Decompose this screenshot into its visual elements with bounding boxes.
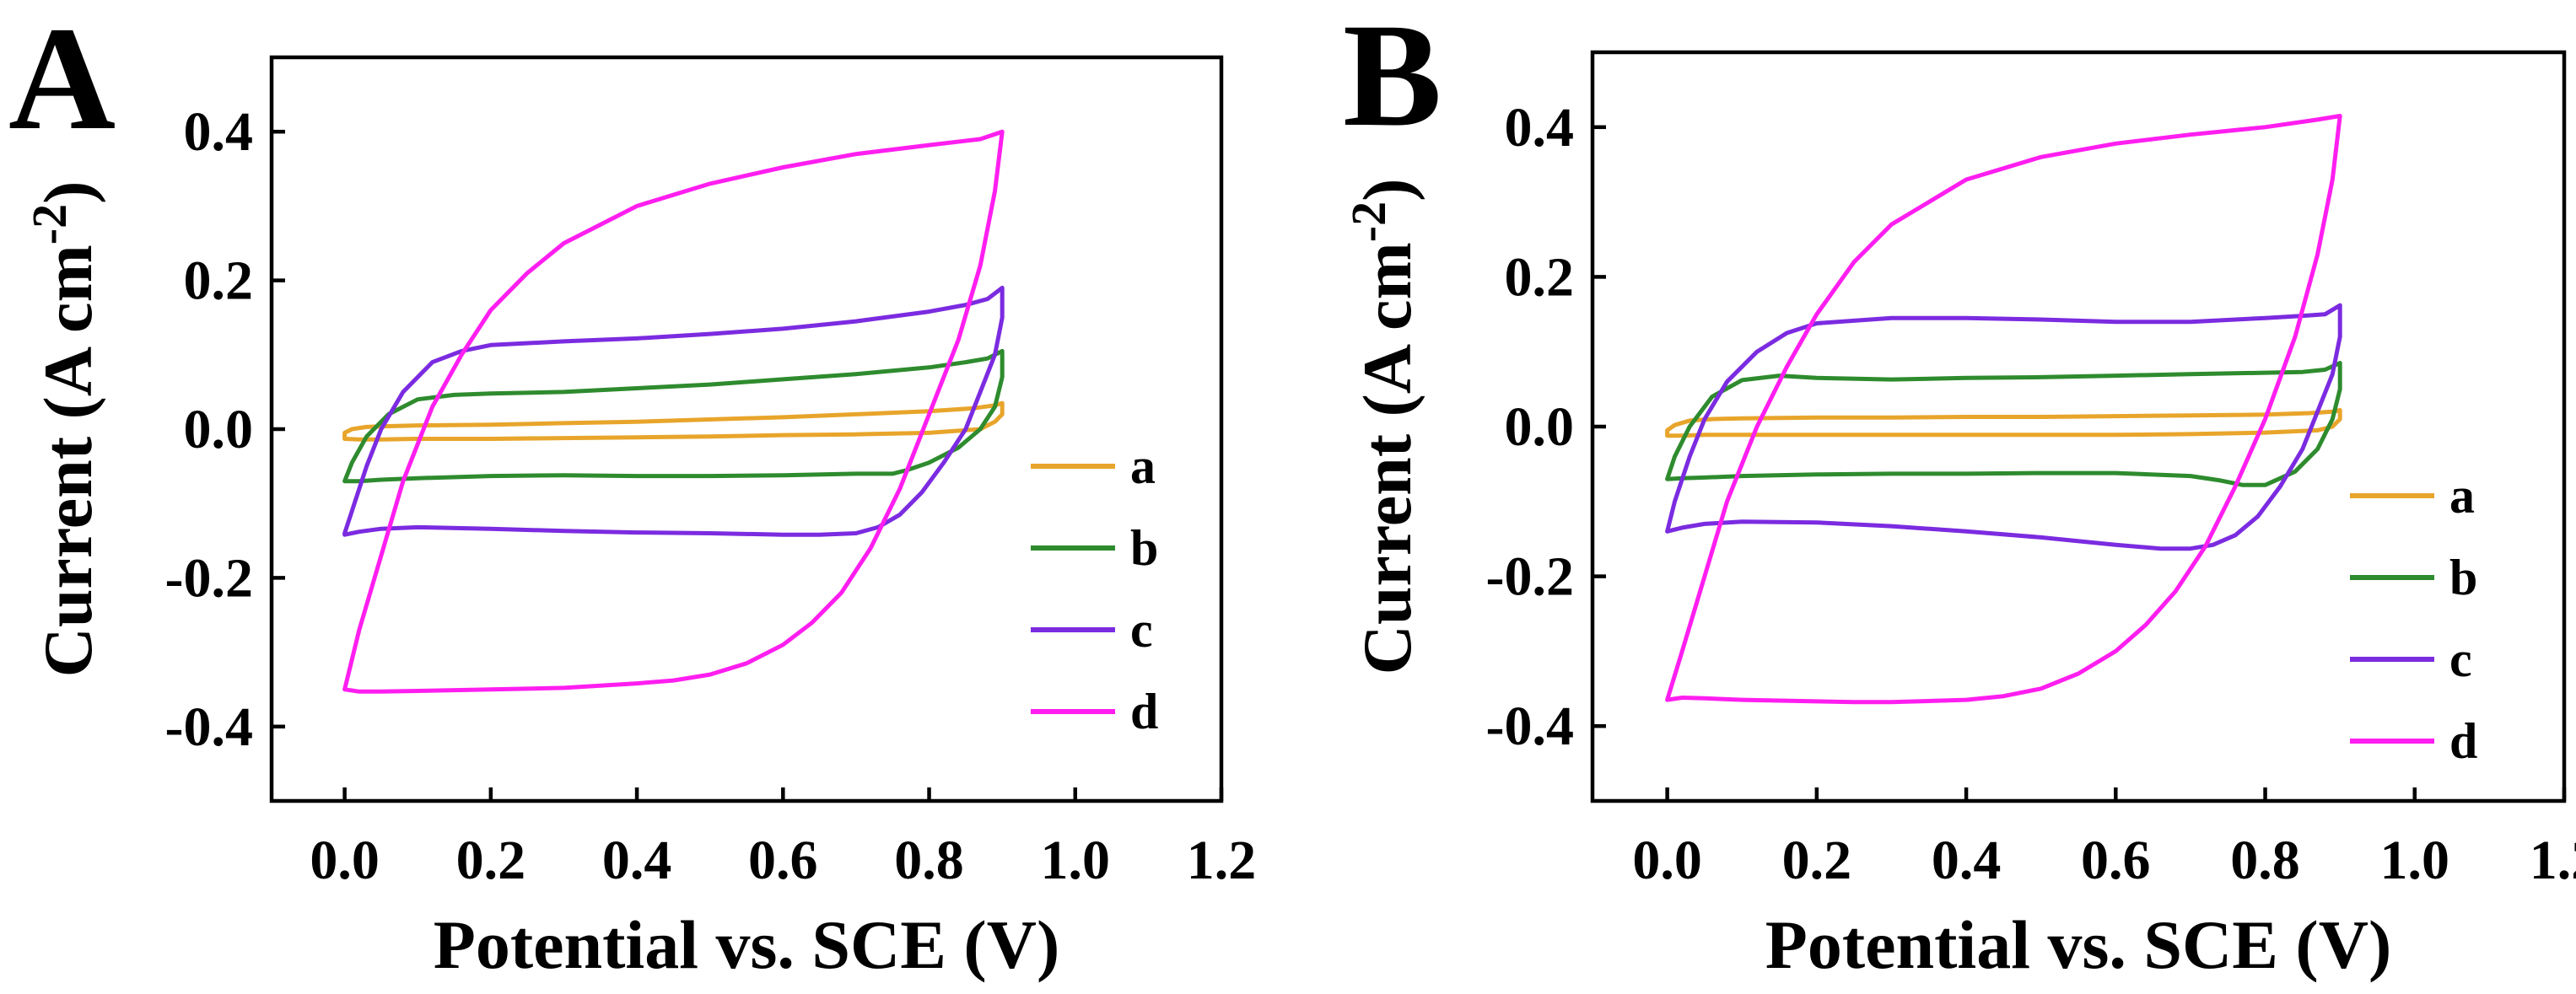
- y-tick-label: -0.2: [1486, 546, 1574, 608]
- x-tick-label: 0.2: [456, 830, 526, 891]
- plot-frame: [1590, 50, 2567, 803]
- x-tick-label: 0.4: [602, 830, 672, 891]
- y-tick-label: 0.4: [1505, 97, 1575, 159]
- series-b-curve: [1665, 361, 2342, 487]
- y-tick-label: -0.4: [165, 696, 253, 758]
- y-tick-label: -0.2: [165, 547, 253, 609]
- x-tick-label: 1.2: [1187, 830, 1257, 891]
- y-axis-title-close: ): [30, 181, 106, 204]
- legend-label-c: c: [1130, 602, 1153, 658]
- legend-label-b: b: [1130, 520, 1158, 576]
- series-c-curve: [1665, 303, 2342, 551]
- y-axis-title-main: Current (A cm: [1349, 242, 1425, 674]
- y-tick-label: -0.4: [1486, 696, 1574, 757]
- y-axis-title: Current (A cm-2): [22, 181, 106, 678]
- x-tick-label: 0.0: [310, 830, 380, 891]
- panel-letter: A: [8, 0, 116, 161]
- y-axis-title-superscript: -2: [1341, 201, 1396, 242]
- y-axis-title-close: ): [1349, 179, 1425, 201]
- panel-b: 0.0 0.2 0.4 0.6 0.8 1.0 1.2 -0.4 -0.2 0.0 0.2 0.4 Po…: [1341, 0, 2576, 983]
- y-tick-label: 0.4: [184, 101, 254, 163]
- x-tick-label: 0.8: [2230, 830, 2300, 891]
- x-tick-label: 0.2: [1782, 830, 1852, 891]
- series-d-curve: [342, 129, 1005, 694]
- legend-label-a: a: [2449, 468, 2475, 524]
- y-axis-title-main: Current (A cm: [30, 244, 106, 677]
- y-axis-title: Current (A cm-2): [1341, 179, 1425, 675]
- y-tick-label: 0.0: [1505, 396, 1575, 458]
- x-axis-title: Potential vs. SCE (V): [434, 906, 1060, 983]
- y-tick-label: 0.0: [184, 399, 254, 460]
- x-tick-label: 1.0: [2380, 830, 2450, 891]
- legend-label-d: d: [2449, 713, 2477, 769]
- panel-a: 0.0 0.2 0.4 0.6 0.8 1.0 1.2 -0.4 -0.2 0.0 0.2 0.4 Po…: [8, 0, 1256, 983]
- panel-letter: B: [1343, 0, 1442, 158]
- x-tick-label: 0.4: [1932, 830, 2002, 891]
- x-tick-label: 0.0: [1632, 830, 1702, 891]
- x-tick-label: 1.0: [1041, 830, 1111, 891]
- series-b-curve: [342, 348, 1005, 484]
- x-tick-label: 0.6: [2081, 830, 2151, 891]
- legend-label-a: a: [1130, 438, 1156, 494]
- y-tick-label: 0.2: [184, 250, 254, 312]
- legend-label-c: c: [2449, 631, 2472, 687]
- series-a-curve: [1665, 408, 2342, 438]
- series-d-curve: [1665, 114, 2342, 705]
- x-tick-label: 0.8: [894, 830, 964, 891]
- legend-label-d: d: [1130, 684, 1158, 739]
- x-axis-title: Potential vs. SCE (V): [1765, 906, 2392, 983]
- legend-label-b: b: [2449, 550, 2477, 605]
- x-tick-label: 1.2: [2530, 830, 2576, 891]
- x-tick-label: 0.6: [748, 830, 818, 891]
- y-axis-title-superscript: -2: [22, 204, 77, 244]
- series-a-curve: [342, 400, 1005, 442]
- y-tick-label: 0.2: [1505, 246, 1575, 308]
